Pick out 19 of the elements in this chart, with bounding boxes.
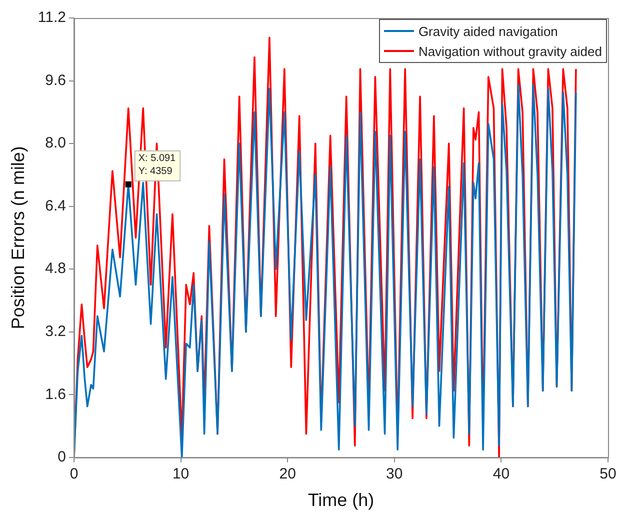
x-tick-label: 30 [386, 466, 403, 483]
y-tick-label: 4.8 [45, 260, 66, 278]
x-tick-label: 40 [492, 466, 510, 483]
y-axis-title: Position Errors (n mile) [8, 146, 28, 330]
x-tick-label: 0 [70, 466, 78, 483]
y-tick-label: 8.0 [45, 134, 66, 152]
y-tick-label: 0 [58, 448, 66, 466]
x-axis-title: Time (h) [308, 490, 374, 510]
legend-label: Navigation without gravity aided [418, 44, 602, 58]
annotation: X: 5.091 Y: 4359 [138, 153, 176, 178]
y-tick-label: 11.2 [38, 9, 66, 26]
y-tick-label: 1.6 [45, 386, 66, 403]
x-tick-label: 20 [279, 466, 296, 483]
x-tick-label: 50 [600, 466, 616, 483]
x-tick-label: 10 [172, 466, 190, 483]
legend-label: Gravity aided navigation [418, 24, 558, 38]
y-tick-label: 9.6 [45, 72, 66, 89]
y-tick-label: 3.2 [45, 323, 66, 340]
y-tick-label: 6.4 [45, 197, 66, 214]
